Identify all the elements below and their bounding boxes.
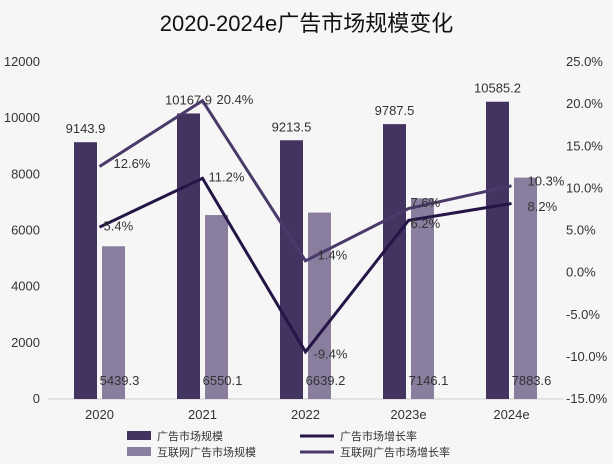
- y-left-tick-label: 10000: [4, 110, 40, 125]
- internet-ad-bar-label: 7146.1: [409, 373, 449, 388]
- y-left-tick-label: 2000: [11, 335, 40, 350]
- internet-ad-growth-label: 12.6%: [114, 156, 151, 171]
- x-tick-label: 2020: [85, 407, 114, 422]
- ad-growth-label: 6.2%: [411, 216, 441, 231]
- legend-label: 广告市场增长率: [340, 429, 417, 443]
- internet-ad-bar-label: 6550.1: [203, 373, 243, 388]
- ad-growth-label: 5.4%: [104, 219, 134, 234]
- ad-market-bar-label: 9213.5: [272, 119, 312, 134]
- x-tick-label: 2022: [291, 407, 320, 422]
- internet-ad-bar: [205, 215, 228, 399]
- ad-market-bar: [383, 124, 406, 400]
- internet-ad-growth-label: 7.6%: [411, 195, 441, 210]
- internet-ad-growth-line: [98, 98, 512, 263]
- ad-market-bar-label: 9143.9: [66, 121, 106, 136]
- legend-label: 互联网广告市场增长率: [340, 445, 450, 459]
- y-right-tick-label: -10.0%: [566, 349, 608, 364]
- x-tick-label: 2021: [188, 407, 217, 422]
- x-tick-label: 2023e: [390, 407, 426, 422]
- internet-ad-bar: [308, 212, 331, 399]
- internet-ad-bar: [411, 198, 434, 399]
- ad-growth-label: 8.2%: [528, 199, 558, 214]
- legend-swatch: [127, 431, 151, 440]
- y-right-tick-label: 15.0%: [566, 138, 603, 153]
- y-right-tick-label: 20.0%: [566, 96, 603, 111]
- y-right-tick-label: 5.0%: [566, 223, 596, 238]
- ad-market-bar: [280, 140, 303, 399]
- ad-growth-line: [98, 176, 512, 355]
- y-left-tick-label: 8000: [11, 166, 40, 181]
- internet-ad-bar-label: 6639.2: [306, 373, 346, 388]
- ad-growth-label: 11.2%: [209, 170, 245, 185]
- y-right-tick-label: -15.0%: [566, 391, 608, 406]
- internet-ad-bar-label: 5439.3: [100, 373, 140, 388]
- y-right-tick-label: 0.0%: [566, 265, 596, 280]
- legend-label: 互联网广告市场规模: [157, 445, 256, 459]
- internet-ad-bar-label: 7883.6: [512, 373, 552, 388]
- y-left-tick-label: 4000: [11, 279, 40, 294]
- x-tick-label: 2024e: [493, 407, 529, 422]
- y-left-tick-label: 0: [33, 391, 40, 406]
- y-left-tick-label: 12000: [4, 54, 40, 69]
- ad-market-bar: [74, 142, 97, 399]
- internet-ad-growth-label: 20.4%: [217, 92, 254, 107]
- ad-market-bar: [177, 113, 200, 399]
- internet-ad-growth-label: 10.3%: [528, 173, 565, 188]
- ad-market-bar-label: 10585.2: [474, 81, 521, 96]
- y-left-tick-label: 6000: [11, 223, 40, 238]
- y-right-tick-label: -5.0%: [566, 307, 600, 322]
- ad-market-bar-label: 9787.5: [375, 103, 415, 118]
- y-right-tick-label: 25.0%: [566, 54, 603, 69]
- y-right-tick-label: 10.0%: [566, 180, 603, 195]
- ad-growth-label: -9.4%: [314, 346, 348, 361]
- chart-title: 2020-2024e广告市场规模变化: [159, 11, 454, 36]
- internet-ad-bar: [102, 246, 125, 399]
- internet-ad-growth-label: 1.4%: [318, 247, 348, 262]
- internet-ad-bar: [514, 177, 537, 399]
- legend-label: 广告市场规模: [157, 429, 223, 443]
- legend-swatch: [127, 447, 151, 456]
- ad-market-bar: [486, 101, 509, 399]
